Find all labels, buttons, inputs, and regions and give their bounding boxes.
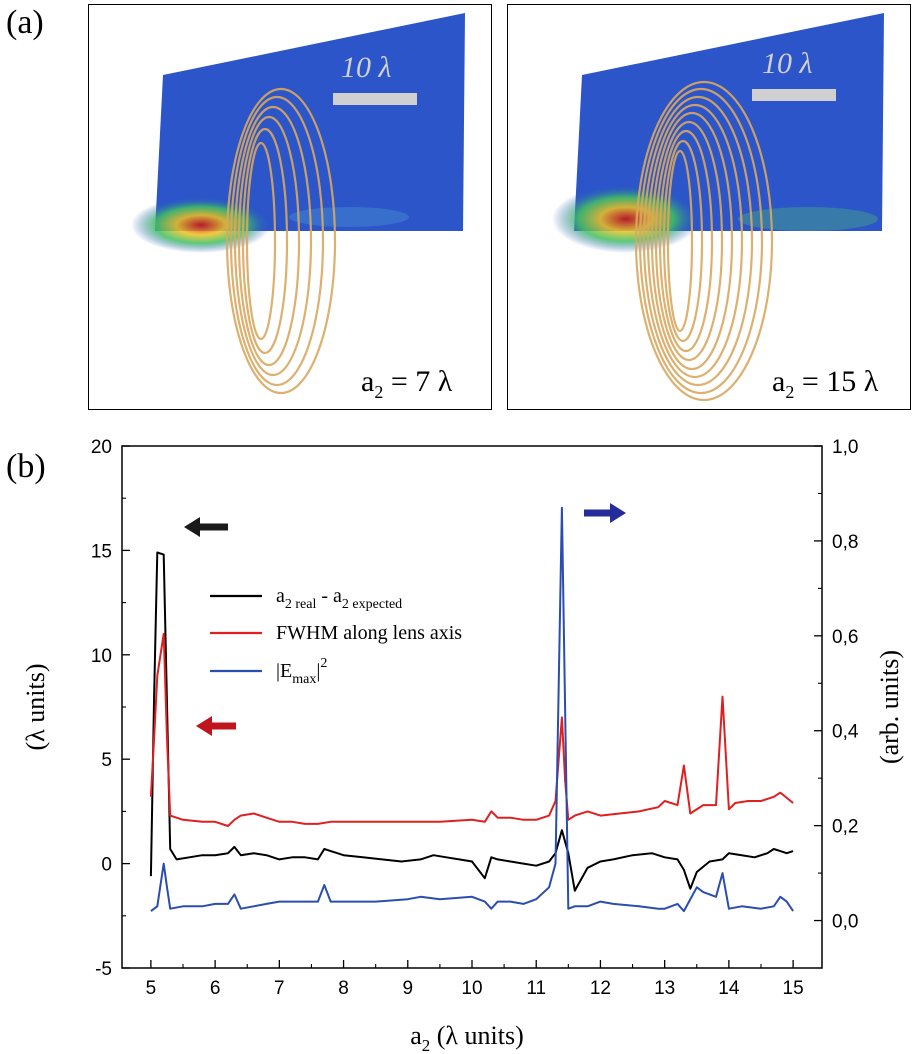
x-tick-label: 13 [654,978,675,999]
lens-field-illustration-left [131,13,465,395]
series-layer [149,506,794,913]
lens-render-panel-left: 10 λ a2 = 7 λ [88,4,492,410]
legend: a2 real - a2 expected FWHM along lens axi… [210,585,462,687]
y-left-tick-label: 20 [91,437,112,458]
lens-render-panel-right: 10 λ a2 = 15 λ [507,4,911,410]
y-left-axis-title: (λ units) [21,664,50,751]
y-left-tick-label: 5 [101,750,112,771]
axis-titles: a2 (λ units) (λ units) (arb. units) [21,650,904,1054]
panel-caption-left: a2 = 7 λ [361,365,452,403]
x-tick-label: 14 [718,978,740,999]
legend-label-0: a2 real - a2 expected [276,585,402,612]
x-tick-label: 15 [783,978,804,999]
x-tick-label: 7 [274,978,285,999]
line-chart: 5 6 7 8 9 10 11 12 13 14 15 -5 0 5 10 15 20 0,0 0,2 0,4 0,6 0… [21,437,904,1054]
ticks-layer: 5 6 7 8 9 10 11 12 13 14 15 -5 0 5 10 15 20 0,0 0,2 0,4 0,6 0… [91,437,859,999]
series-line-2 [150,506,794,913]
y-right-tick-label: 0,6 [832,627,858,648]
caption-symbol: a [772,365,786,398]
x-tick-label: 9 [402,978,413,999]
x-tick-label: 12 [590,978,611,999]
panel-label-b: (b) [6,448,46,485]
caption-value: = 15 λ [794,365,879,398]
panel-caption-right: a2 = 15 λ [772,365,878,403]
x-tick-label: 10 [461,978,482,999]
y-right-tick-label: 0,8 [832,532,858,553]
axis-arrows [184,503,626,736]
x-tick-label: 6 [210,978,221,999]
panel-label-a: (a) [6,4,44,41]
series-line-0 [149,551,794,892]
scale-bar-label-right: 10 λ [762,47,813,80]
y-left-tick-label: -5 [95,959,112,980]
legend-label-1: FWHM along lens axis [276,622,462,644]
series-line-1 [149,632,794,827]
y-left-tick-label: 15 [91,541,112,562]
arrow-blue-head [610,503,626,523]
x-tick-label: 8 [338,978,349,999]
x-axis-title: a2 (λ units) [410,1021,524,1054]
arrow-black-head [184,517,200,537]
caption-symbol: a [361,365,375,398]
caption-subscript: 2 [785,382,795,402]
y-right-tick-label: 1,0 [832,437,858,458]
y-right-tick-label: 0,4 [832,722,859,743]
caption-value: = 7 λ [383,365,453,398]
legend-label-2: |Emax|2 [276,656,327,687]
x-tick-label: 5 [146,978,157,999]
lens-field-illustration-right [552,13,884,402]
y-right-axis-title: (arb. units) [875,650,904,764]
y-left-tick-label: 0 [101,855,112,876]
y-right-tick-label: 0,0 [832,912,858,933]
y-left-tick-label: 10 [91,646,112,667]
x-tick-label: 11 [526,978,546,999]
caption-subscript: 2 [374,382,384,402]
arrow-red-head [196,716,212,736]
y-right-tick-label: 0,2 [832,817,858,838]
scale-bar-label-left: 10 λ [341,51,392,84]
